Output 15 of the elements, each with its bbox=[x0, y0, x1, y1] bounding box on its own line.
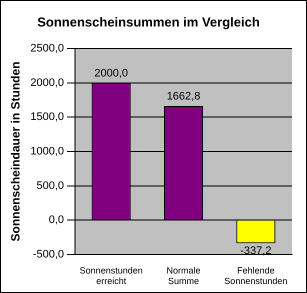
y-tick-label: 0,0 bbox=[48, 214, 64, 226]
y-tick-label: 2000,0 bbox=[30, 76, 64, 89]
chart-title: Sonnenscheinsummen im Vergleich bbox=[37, 14, 260, 30]
y-tick-label: 500,0 bbox=[36, 180, 64, 192]
y-tick-label: 1000,0 bbox=[30, 146, 64, 158]
y-tick-label: 2500,0 bbox=[30, 42, 64, 55]
y-tick-label: -500,0 bbox=[32, 248, 64, 260]
data-label: -337,2 bbox=[240, 244, 272, 257]
x-tick-label: Fehlende Sonnenstunden bbox=[224, 265, 288, 286]
x-tick-label: Normale Summe bbox=[166, 265, 201, 286]
y-axis-title: Sonnenscheindauer in Stunden bbox=[8, 61, 23, 242]
data-label: 2000,0 bbox=[94, 67, 128, 80]
data-label: 1662,8 bbox=[166, 90, 200, 103]
x-tick-label: Sonnenstunden erreicht bbox=[80, 265, 143, 286]
y-tick-label: 1500,0 bbox=[30, 111, 64, 124]
